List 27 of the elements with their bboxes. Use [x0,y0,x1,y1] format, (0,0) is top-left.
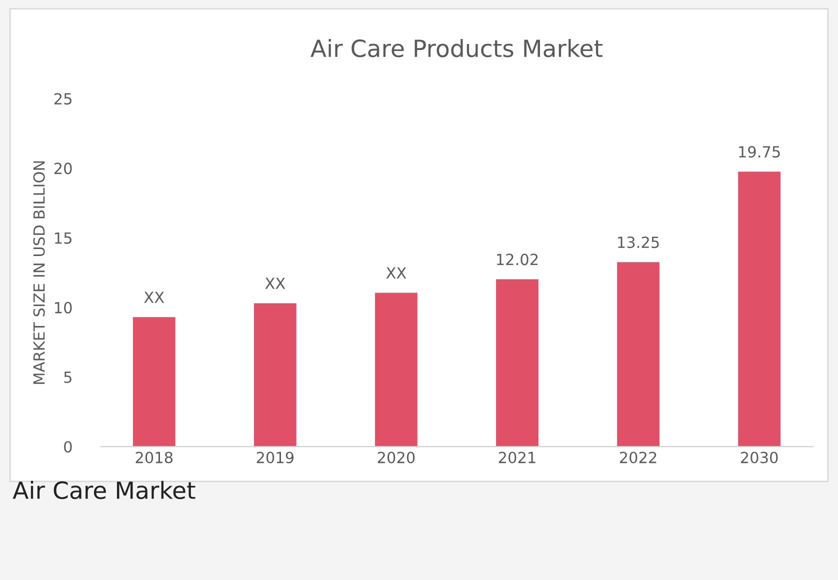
bar [375,292,418,447]
chart-title: Air Care Products Market [310,38,602,58]
bar [738,172,780,447]
x-tick-label: 2018 [136,452,173,464]
y-tick-label: 20 [54,162,72,174]
y-tick-label: 15 [55,232,72,244]
y-tick-label: 0 [64,441,72,453]
bar [254,303,296,447]
data-label: 12.02 [497,254,538,266]
bar [496,279,538,447]
x-tick-label: 2021 [498,452,536,464]
data-label: XX [265,278,286,289]
y-tick-label: 10 [55,302,72,314]
bar [617,262,660,447]
x-tick-label: 2020 [378,452,415,464]
x-tick-label: 2030 [740,452,778,464]
data-label: XX [144,292,164,303]
data-label: 13.25 [618,236,659,248]
x-tick-label: 2022 [620,452,656,464]
bar [132,317,176,447]
x-tick-label: 2019 [256,452,294,464]
text: Air Care Market [12,480,196,500]
data-label: XX [386,267,406,278]
y-axis-title: MARKET SIZE IN USD BILLION [33,161,45,384]
data-label: 19.75 [739,146,780,158]
y-tick-label: 5 [64,372,72,384]
y-tick-label: 25 [54,93,72,105]
